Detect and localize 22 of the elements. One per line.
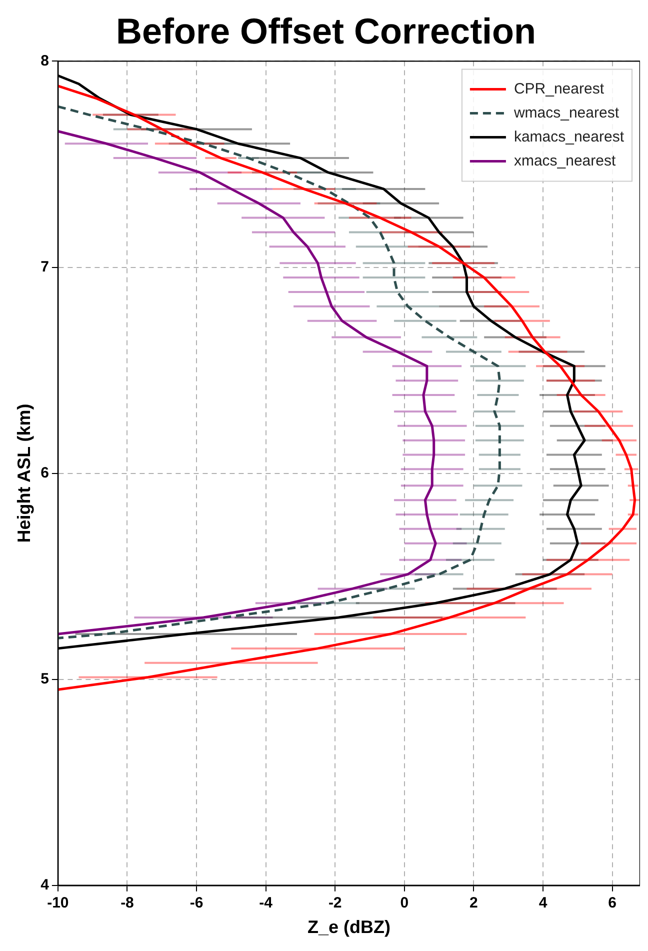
legend-label: kamacs_nearest [514,128,625,146]
x-axis-title: Z_e (dBZ) [307,917,390,938]
chart-title: Before Offset Correction [116,10,536,52]
x-tick-label: -4 [259,894,274,912]
line-series [58,105,501,640]
legend-label: wmacs_nearest [512,104,620,122]
legend-label: CPR_nearest [514,80,605,98]
y-axis-title: Height ASL (km) [14,404,34,543]
y-tick-label: 7 [40,258,49,276]
x-tick-label: 4 [538,894,548,912]
x-tick-label: 0 [400,894,409,912]
x-tick-label: -6 [190,894,204,912]
y-tick-label: 5 [40,670,49,688]
y-tick-label: 8 [40,52,49,70]
x-tick-label: 2 [470,894,478,912]
x-tick-label: -10 [47,894,69,912]
x-tick-label: -2 [328,894,342,912]
y-tick-label: 4 [40,876,50,894]
legend-label: xmacs_nearest [514,152,616,170]
x-tick-label: 6 [608,894,616,912]
y-tick-label: 6 [40,464,49,482]
x-tick-label: -8 [120,894,134,912]
